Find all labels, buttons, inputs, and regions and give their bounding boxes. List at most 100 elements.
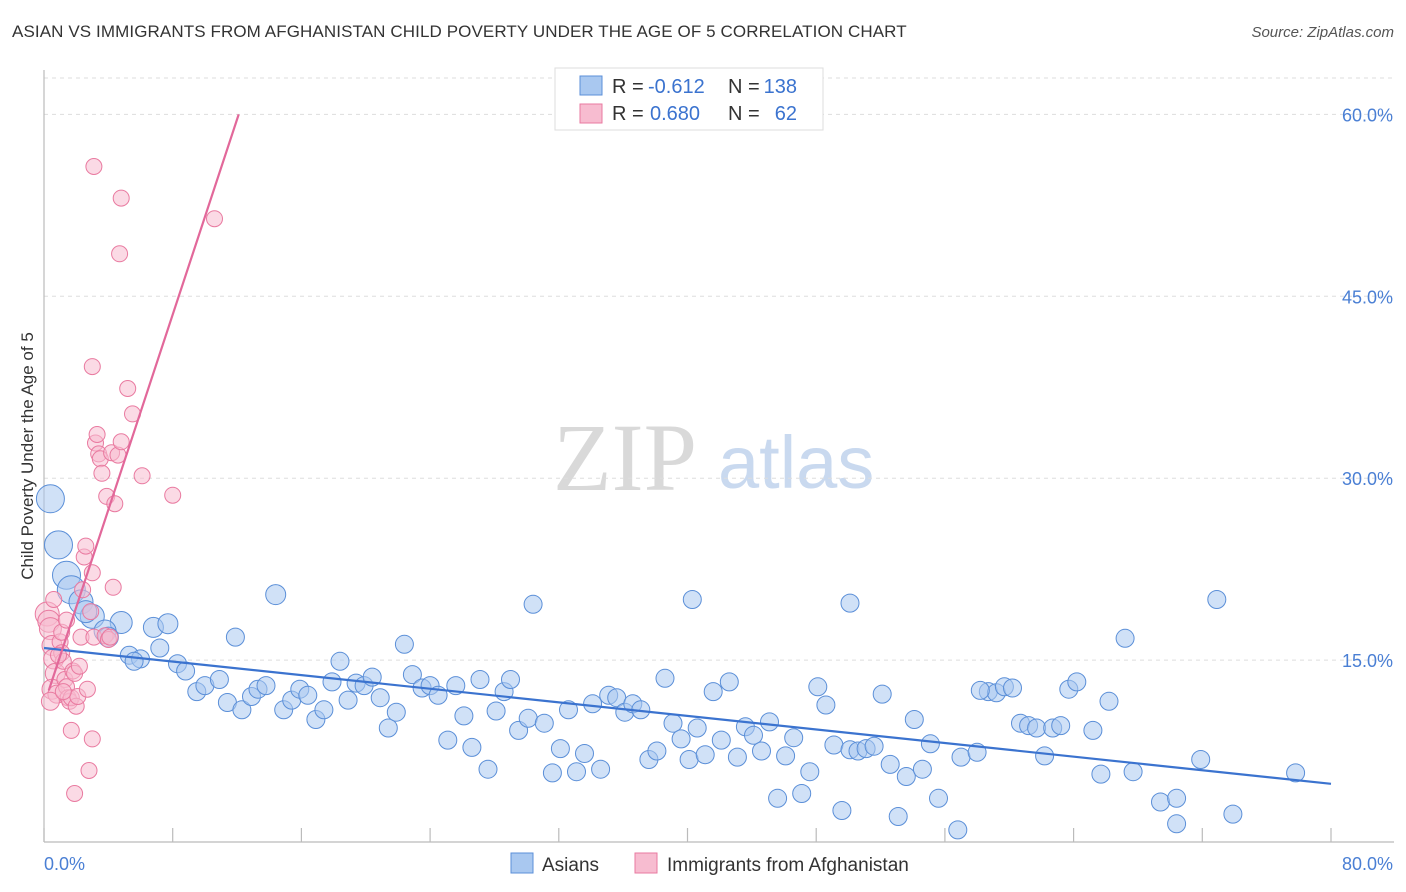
point-asians — [150, 638, 170, 658]
point-asians — [330, 651, 350, 671]
point-asians — [840, 593, 860, 613]
point-asians — [486, 701, 506, 721]
point-asians — [864, 736, 884, 756]
point-asians — [744, 725, 763, 745]
point-afghanistan — [164, 486, 182, 504]
bottom-legend-swatch-asians — [510, 852, 534, 874]
y-tick-labels: 15.0% 30.0% 45.0% 60.0% — [1342, 105, 1393, 671]
point-asians — [671, 729, 691, 749]
point-afghanistan — [83, 358, 101, 376]
point-asians — [462, 737, 482, 757]
point-asians — [1035, 746, 1055, 766]
series-asians-points — [35, 484, 1306, 840]
point-asians — [655, 668, 675, 688]
point-asians — [232, 700, 252, 720]
point-asians — [470, 670, 490, 689]
trendline-afghanistan — [47, 114, 240, 691]
point-asians — [378, 718, 398, 738]
point-afghanistan — [112, 433, 130, 451]
point-afghanistan — [62, 721, 80, 739]
y-tick-label: 15.0% — [1342, 651, 1393, 671]
point-asians — [970, 680, 990, 700]
point-asians — [1191, 750, 1211, 769]
legend-n-label-asians: N = — [728, 76, 760, 98]
point-afghanistan — [93, 464, 111, 482]
point-afghanistan — [206, 210, 223, 228]
point-asians — [124, 651, 144, 671]
point-asians — [824, 735, 844, 755]
point-afghanistan — [70, 657, 88, 675]
point-asians — [832, 801, 852, 820]
point-asians — [768, 788, 788, 808]
legend-swatch-afghanistan — [579, 103, 603, 124]
point-asians — [948, 820, 968, 840]
point-asians — [647, 741, 667, 761]
watermark: ZIP atlas — [553, 404, 874, 511]
axes — [43, 70, 1394, 843]
point-asians — [591, 759, 611, 779]
point-afghanistan — [104, 578, 122, 596]
point-asians — [402, 665, 422, 685]
point-asians — [157, 613, 179, 635]
point-asians — [1027, 718, 1047, 738]
point-asians — [663, 713, 683, 733]
point-asians — [523, 594, 543, 614]
point-afghanistan — [77, 537, 95, 555]
point-afghanistan — [45, 591, 63, 608]
x-tick-label-min: 0.0% — [44, 854, 85, 874]
point-afghanistan — [112, 189, 130, 207]
legend-swatch-asians — [579, 75, 603, 96]
point-asians — [550, 739, 570, 759]
x-tick-marks — [43, 828, 1332, 842]
point-asians — [896, 767, 916, 786]
watermark-zip: ZIP — [553, 404, 697, 511]
point-afghanistan — [101, 628, 119, 646]
y-tick-label: 30.0% — [1342, 469, 1393, 489]
point-afghanistan — [54, 683, 72, 701]
point-asians — [760, 712, 779, 732]
point-asians — [438, 730, 458, 750]
bottom-legend: Asians Immigrants from Afghanistan — [510, 852, 909, 876]
point-asians — [575, 744, 594, 763]
point-afghanistan — [78, 680, 96, 698]
y-tick-label: 45.0% — [1342, 287, 1393, 307]
point-asians — [478, 759, 498, 779]
point-asians — [1003, 678, 1022, 698]
legend-n-label-afghanistan: N = — [728, 103, 760, 125]
point-asians — [872, 684, 892, 704]
point-asians — [209, 670, 229, 689]
point-asians — [1167, 814, 1187, 834]
point-asians — [394, 634, 414, 654]
point-asians — [1067, 672, 1087, 692]
legend-box: R = -0.612 N = 138 R = 0.680 N = 62 — [554, 67, 824, 131]
bottom-legend-label-afghanistan: Immigrants from Afghanistan — [667, 855, 909, 876]
point-asians — [1286, 763, 1306, 783]
point-afghanistan — [80, 762, 98, 779]
point-asians — [1083, 720, 1103, 740]
point-asians — [687, 718, 707, 738]
point-asians — [1115, 628, 1135, 648]
point-asians — [880, 754, 900, 774]
point-asians — [1223, 804, 1243, 824]
point-asians — [225, 627, 245, 647]
point-afghanistan — [82, 603, 100, 621]
point-asians — [679, 750, 699, 769]
legend-r-value-afghanistan: 0.680 — [650, 103, 700, 125]
point-asians — [567, 762, 586, 782]
chart-title: ASIAN VS IMMIGRANTS FROM AFGHANISTAN CHI… — [12, 22, 907, 41]
point-asians — [792, 784, 812, 803]
point-asians — [951, 747, 971, 767]
point-asians — [454, 706, 474, 726]
point-asians — [256, 676, 276, 696]
point-asians — [800, 762, 820, 782]
point-asians — [1099, 691, 1119, 711]
point-afghanistan — [88, 426, 106, 443]
point-asians — [1207, 590, 1227, 609]
point-afghanistan — [66, 785, 84, 802]
bottom-legend-swatch-afghanistan — [634, 852, 658, 874]
bottom-legend-label-asians: Asians — [542, 855, 599, 876]
trendline-asians — [43, 646, 1332, 785]
point-asians — [386, 702, 406, 722]
point-asians — [1051, 716, 1071, 736]
